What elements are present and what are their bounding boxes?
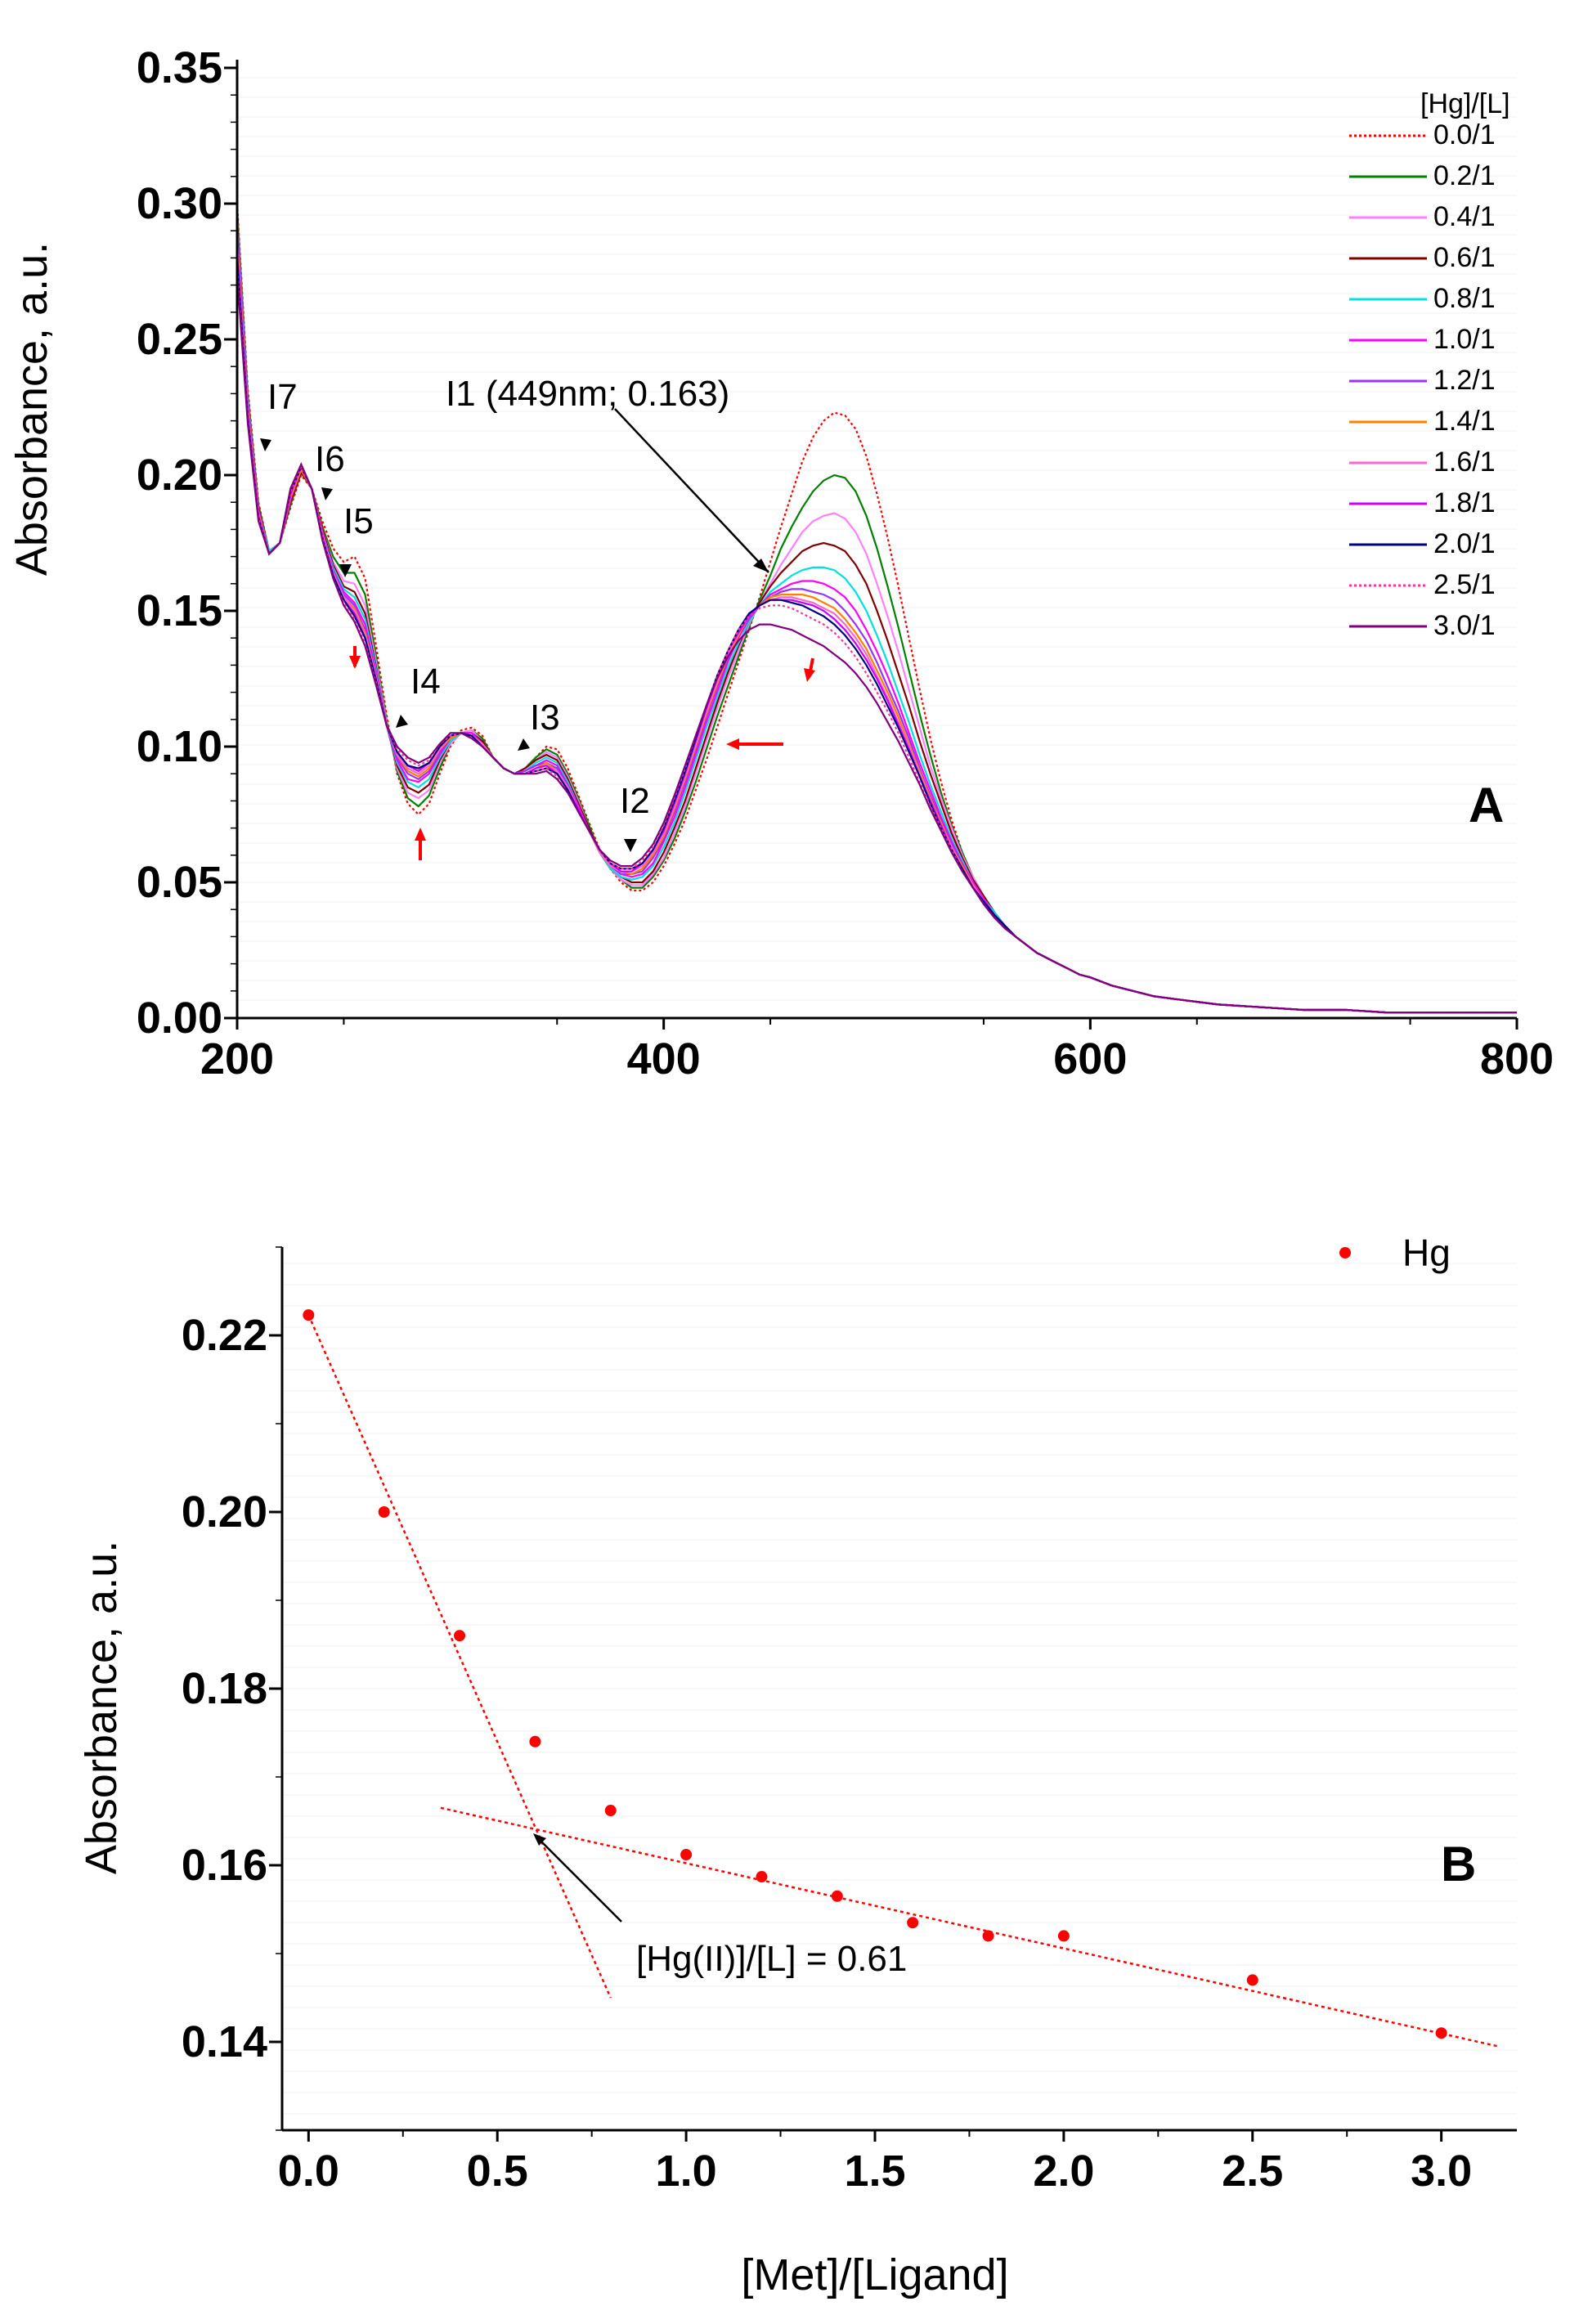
data-point [1057, 1930, 1070, 1942]
fit-line-2 [440, 1806, 1499, 2048]
legend-label-1p2-1: 1.2/1 [1433, 365, 1496, 396]
legend-label-0p8-1: 0.8/1 [1433, 283, 1496, 314]
annotation-i6: I6 [315, 439, 345, 479]
panel-a-y-tick-label: 0.20 [137, 451, 222, 500]
data-point [756, 1871, 768, 1883]
panel-b-scatter-chart: 0.0 0.5 1.0 1.5 2.0 2.5 3.0 0.14 0.16 0.18 0.20 0.2… [77, 1232, 1517, 2299]
panel-a-y-tick-label: 0.10 [137, 722, 222, 771]
panel-b-x-tick-label: 2.5 [1222, 2147, 1283, 2196]
stoichiometry-annotation: [Hg(II)]/[L] = 0.61 [636, 1939, 907, 1979]
legend-label-1p4-1: 1.4/1 [1433, 406, 1496, 437]
panel-a-y-tick-label: 0.15 [137, 586, 222, 635]
panel-a-ylabel: Absorbance, a.u. [7, 242, 56, 576]
legend-label-1p6-1: 1.6/1 [1433, 446, 1496, 478]
panel-b-x-tick-label: 1.0 [656, 2147, 717, 2196]
legend-label-3p0-1: 3.0/1 [1433, 610, 1496, 641]
data-point [1435, 2027, 1447, 2039]
panel-a-y-tick-label: 0.30 [137, 179, 222, 228]
data-point [982, 1930, 994, 1942]
panel-a-y-tick-label: 0.00 [137, 994, 222, 1043]
legend-label-0p6-1: 0.6/1 [1433, 242, 1496, 273]
trend-arrows [349, 646, 815, 860]
panel-a-x-tick-label: 200 [200, 1034, 274, 1083]
panel-a-x-tick-label: 800 [1480, 1034, 1554, 1083]
panel-b-y-tick-label: 0.22 [182, 1311, 267, 1360]
series-line-3p0-1 [236, 274, 1517, 1014]
data-point [303, 1309, 315, 1321]
annotation-i7: I7 [267, 377, 298, 417]
data-point [907, 1917, 919, 1929]
panel-b-ylabel: Absorbance, a.u. [77, 1541, 126, 1874]
annotation-i1-arrow [614, 408, 769, 573]
panel-a-legend: [Hg]/[L] 0.0/1 0.2/1 0.4/1 0.6/1 0.8/1 1.0/1 1… [1349, 88, 1510, 641]
annotation-i3: I3 [530, 698, 560, 738]
data-point [831, 1890, 843, 1902]
panel-b-x-tick-label: 0.0 [278, 2147, 339, 2196]
panel-b-y-tick-label: 0.20 [182, 1487, 267, 1537]
legend-hg-label: Hg [1402, 1232, 1451, 1274]
data-points [303, 1309, 1447, 2039]
panel-a-x-tick-label: 400 [627, 1034, 701, 1083]
trend-arrow-260nm-head [349, 656, 361, 669]
panel-b-y-tick-label: 0.18 [182, 1664, 267, 1713]
annotation-i7-arrowhead [260, 438, 271, 451]
annotation-i1: I1 (449nm; 0.163) [446, 374, 729, 414]
panel-a-y-tick-label: 0.05 [137, 858, 222, 907]
isosbestic-annotations: I1 (449nm; 0.163) I2 I3 I4 I5 I6 I7 [260, 374, 769, 852]
panel-a-x-tick-label: 600 [1053, 1034, 1127, 1083]
data-point [454, 1630, 466, 1642]
panel-b-x-tick-label: 1.5 [844, 2147, 905, 2196]
legend-label-0p0-1: 0.0/1 [1433, 119, 1496, 150]
annotation-i2: I2 [620, 781, 650, 821]
data-point [1246, 1974, 1258, 1986]
legend-label-1p0-1: 1.0/1 [1433, 324, 1496, 355]
panel-b-y-tick-label: 0.14 [182, 2017, 267, 2066]
legend-label-0p4-1: 0.4/1 [1433, 201, 1496, 232]
fit-lines [307, 1314, 1499, 2048]
annotation-i1-arrowhead [753, 559, 769, 572]
annotation-i4: I4 [410, 662, 441, 702]
legend-hg-marker [1339, 1247, 1351, 1258]
panel-a-axes [236, 60, 1517, 1020]
annotation-i3-arrowhead [518, 738, 530, 751]
annotation-i5: I5 [343, 501, 374, 541]
annotation-i5-arrowhead [339, 564, 352, 577]
annotation-i4-arrowhead [396, 715, 408, 728]
annotation-i2-arrowhead [624, 839, 637, 852]
stoichiometry-arrowhead [533, 1833, 546, 1846]
panel-b-x-tick-label: 2.0 [1033, 2147, 1094, 2196]
panel-b-letter: B [1441, 1837, 1476, 1891]
trend-arrow-440nm-head [726, 738, 739, 750]
panel-b-xlabel: [Met]/[Ligand] [741, 2250, 1008, 2299]
fit-line-1 [307, 1314, 612, 1999]
panel-a-y-tick-label: 0.25 [137, 315, 222, 364]
data-point [680, 1849, 693, 1861]
annotation-i6-arrowhead [321, 487, 333, 500]
data-point [378, 1506, 390, 1518]
data-point [529, 1735, 541, 1747]
data-point [604, 1805, 617, 1817]
stoichiometry-arrow [535, 1835, 622, 1922]
trend-arrow-285nm-head [415, 828, 426, 841]
panel-b-y-tick-label: 0.16 [182, 1841, 267, 1890]
trend-arrow-470nm-head [804, 668, 815, 682]
legend-title: [Hg]/[L] [1420, 88, 1510, 119]
panel-a-spectra-chart: 200 400 600 800 0.00 0.05 0.10 0.15 0.20 0.25 0.30… [7, 43, 1554, 1083]
panel-a-letter: A [1469, 778, 1504, 832]
panel-b-x-tick-label: 0.5 [467, 2147, 528, 2196]
legend-label-2p0-1: 2.0/1 [1433, 528, 1496, 559]
legend-label-1p8-1: 1.8/1 [1433, 487, 1496, 518]
spectra-curves [236, 203, 1517, 1014]
panel-a-y-tick-label: 0.35 [137, 43, 222, 92]
legend-label-2p5-1: 2.5/1 [1433, 569, 1496, 600]
panel-b-x-tick-label: 3.0 [1411, 2147, 1472, 2196]
panel-b-legend: Hg [1339, 1232, 1451, 1274]
legend-label-0p2-1: 0.2/1 [1433, 160, 1496, 191]
series-line-0p0-1 [236, 203, 1517, 1014]
